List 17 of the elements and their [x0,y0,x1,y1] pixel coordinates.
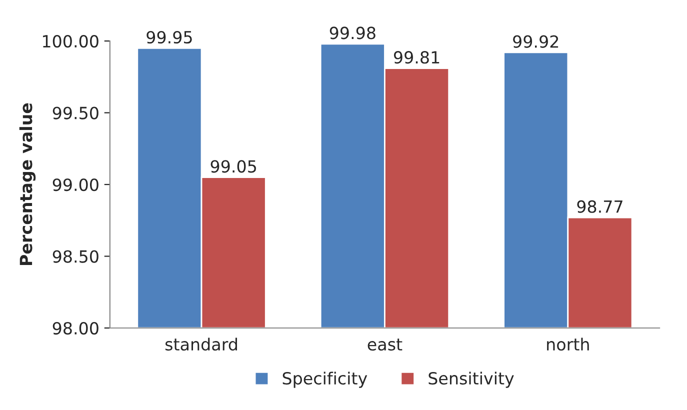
data-label: 99.98 [330,26,376,40]
y-tick-label: 98.50 [52,250,98,263]
x-tick-label: east [368,338,402,351]
y-tick-label: 99.00 [52,178,98,192]
y-axis-title: Percentage value [19,103,36,265]
data-label: 99.81 [394,51,440,64]
y-tick-label: 99.50 [52,106,98,120]
legend-label: Specificity [282,372,368,388]
data-label: 99.05 [210,160,256,173]
data-label: 99.95 [146,30,192,44]
legend-label: Sensitivity [428,372,514,388]
data-label: 98.77 [577,200,622,213]
x-tick-label: north [547,338,589,351]
y-tick-label: 100.00 [43,34,98,48]
x-tick-label: standard [165,338,237,351]
y-tick-label: 98.00 [52,322,98,335]
data-label: 99.92 [513,35,558,48]
